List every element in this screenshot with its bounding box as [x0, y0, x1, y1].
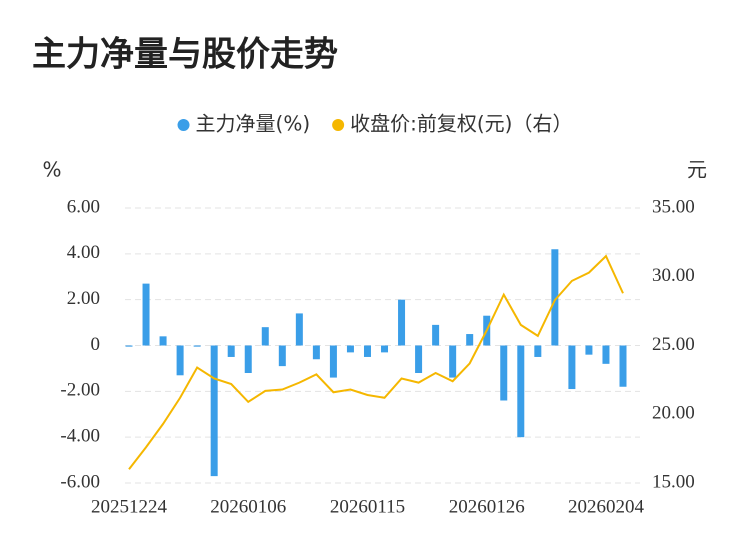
- legend-marker: [177, 119, 190, 131]
- x-tick-label: 20260115: [330, 496, 405, 517]
- bar: [261, 327, 269, 346]
- legend-label: 收盘价:前复权(元)（右）: [350, 112, 572, 136]
- y2-tick-label: 30.00: [652, 265, 695, 286]
- bar: [295, 313, 303, 346]
- bar: [534, 345, 542, 357]
- legend-item: 主力净量(%): [177, 112, 311, 136]
- bar: [142, 283, 150, 346]
- legend-item: 收盘价:前复权(元)（右）: [332, 112, 572, 136]
- y-axis-unit: %: [42, 158, 61, 182]
- bar: [125, 345, 133, 347]
- y-tick-label: -2.00: [60, 380, 100, 401]
- bar: [278, 345, 286, 367]
- x-tick-label: 20260126: [449, 496, 525, 517]
- bar: [159, 336, 167, 346]
- y2-tick-label: 20.00: [652, 403, 695, 424]
- y-tick-label: -6.00: [60, 471, 100, 492]
- bar: [466, 334, 474, 346]
- bar: [312, 345, 320, 360]
- bar: [415, 345, 423, 373]
- bar: [244, 345, 252, 373]
- bar: [381, 345, 389, 353]
- bar: [585, 345, 593, 355]
- bar: [210, 345, 218, 477]
- bar: [500, 345, 508, 401]
- bar: [517, 345, 525, 438]
- bar: [227, 345, 235, 357]
- price-line: [128, 254, 624, 470]
- bar: [602, 345, 610, 364]
- y-tick-label: 2.00: [67, 288, 100, 309]
- bar: [193, 345, 201, 347]
- y2-tick-label: 35.00: [652, 196, 695, 217]
- bar: [363, 345, 371, 357]
- y-tick-label: 0: [91, 334, 101, 355]
- chart-title: 主力净量与股价走势: [32, 35, 338, 75]
- bar: [619, 345, 627, 387]
- bar: [551, 249, 559, 346]
- y2-tick-label: 25.00: [652, 334, 695, 355]
- legend-marker: [332, 119, 345, 131]
- y2-axis-unit: 元: [687, 158, 707, 182]
- bar: [346, 345, 354, 353]
- bar: [329, 345, 337, 378]
- bar: [432, 324, 440, 346]
- y-tick-label: 6.00: [67, 196, 100, 217]
- x-tick-label: 20260106: [210, 496, 286, 517]
- x-tick-label: 20251224: [91, 496, 168, 517]
- bar: [568, 345, 576, 390]
- bar: [398, 299, 406, 346]
- bar: [449, 345, 457, 378]
- y-tick-label: 4.00: [67, 242, 100, 263]
- bar: [176, 345, 184, 376]
- legend-label: 主力净量(%): [196, 112, 311, 136]
- y-tick-label: -4.00: [60, 426, 100, 447]
- y2-tick-label: 15.00: [652, 471, 695, 492]
- x-tick-label: 20260204: [568, 496, 645, 517]
